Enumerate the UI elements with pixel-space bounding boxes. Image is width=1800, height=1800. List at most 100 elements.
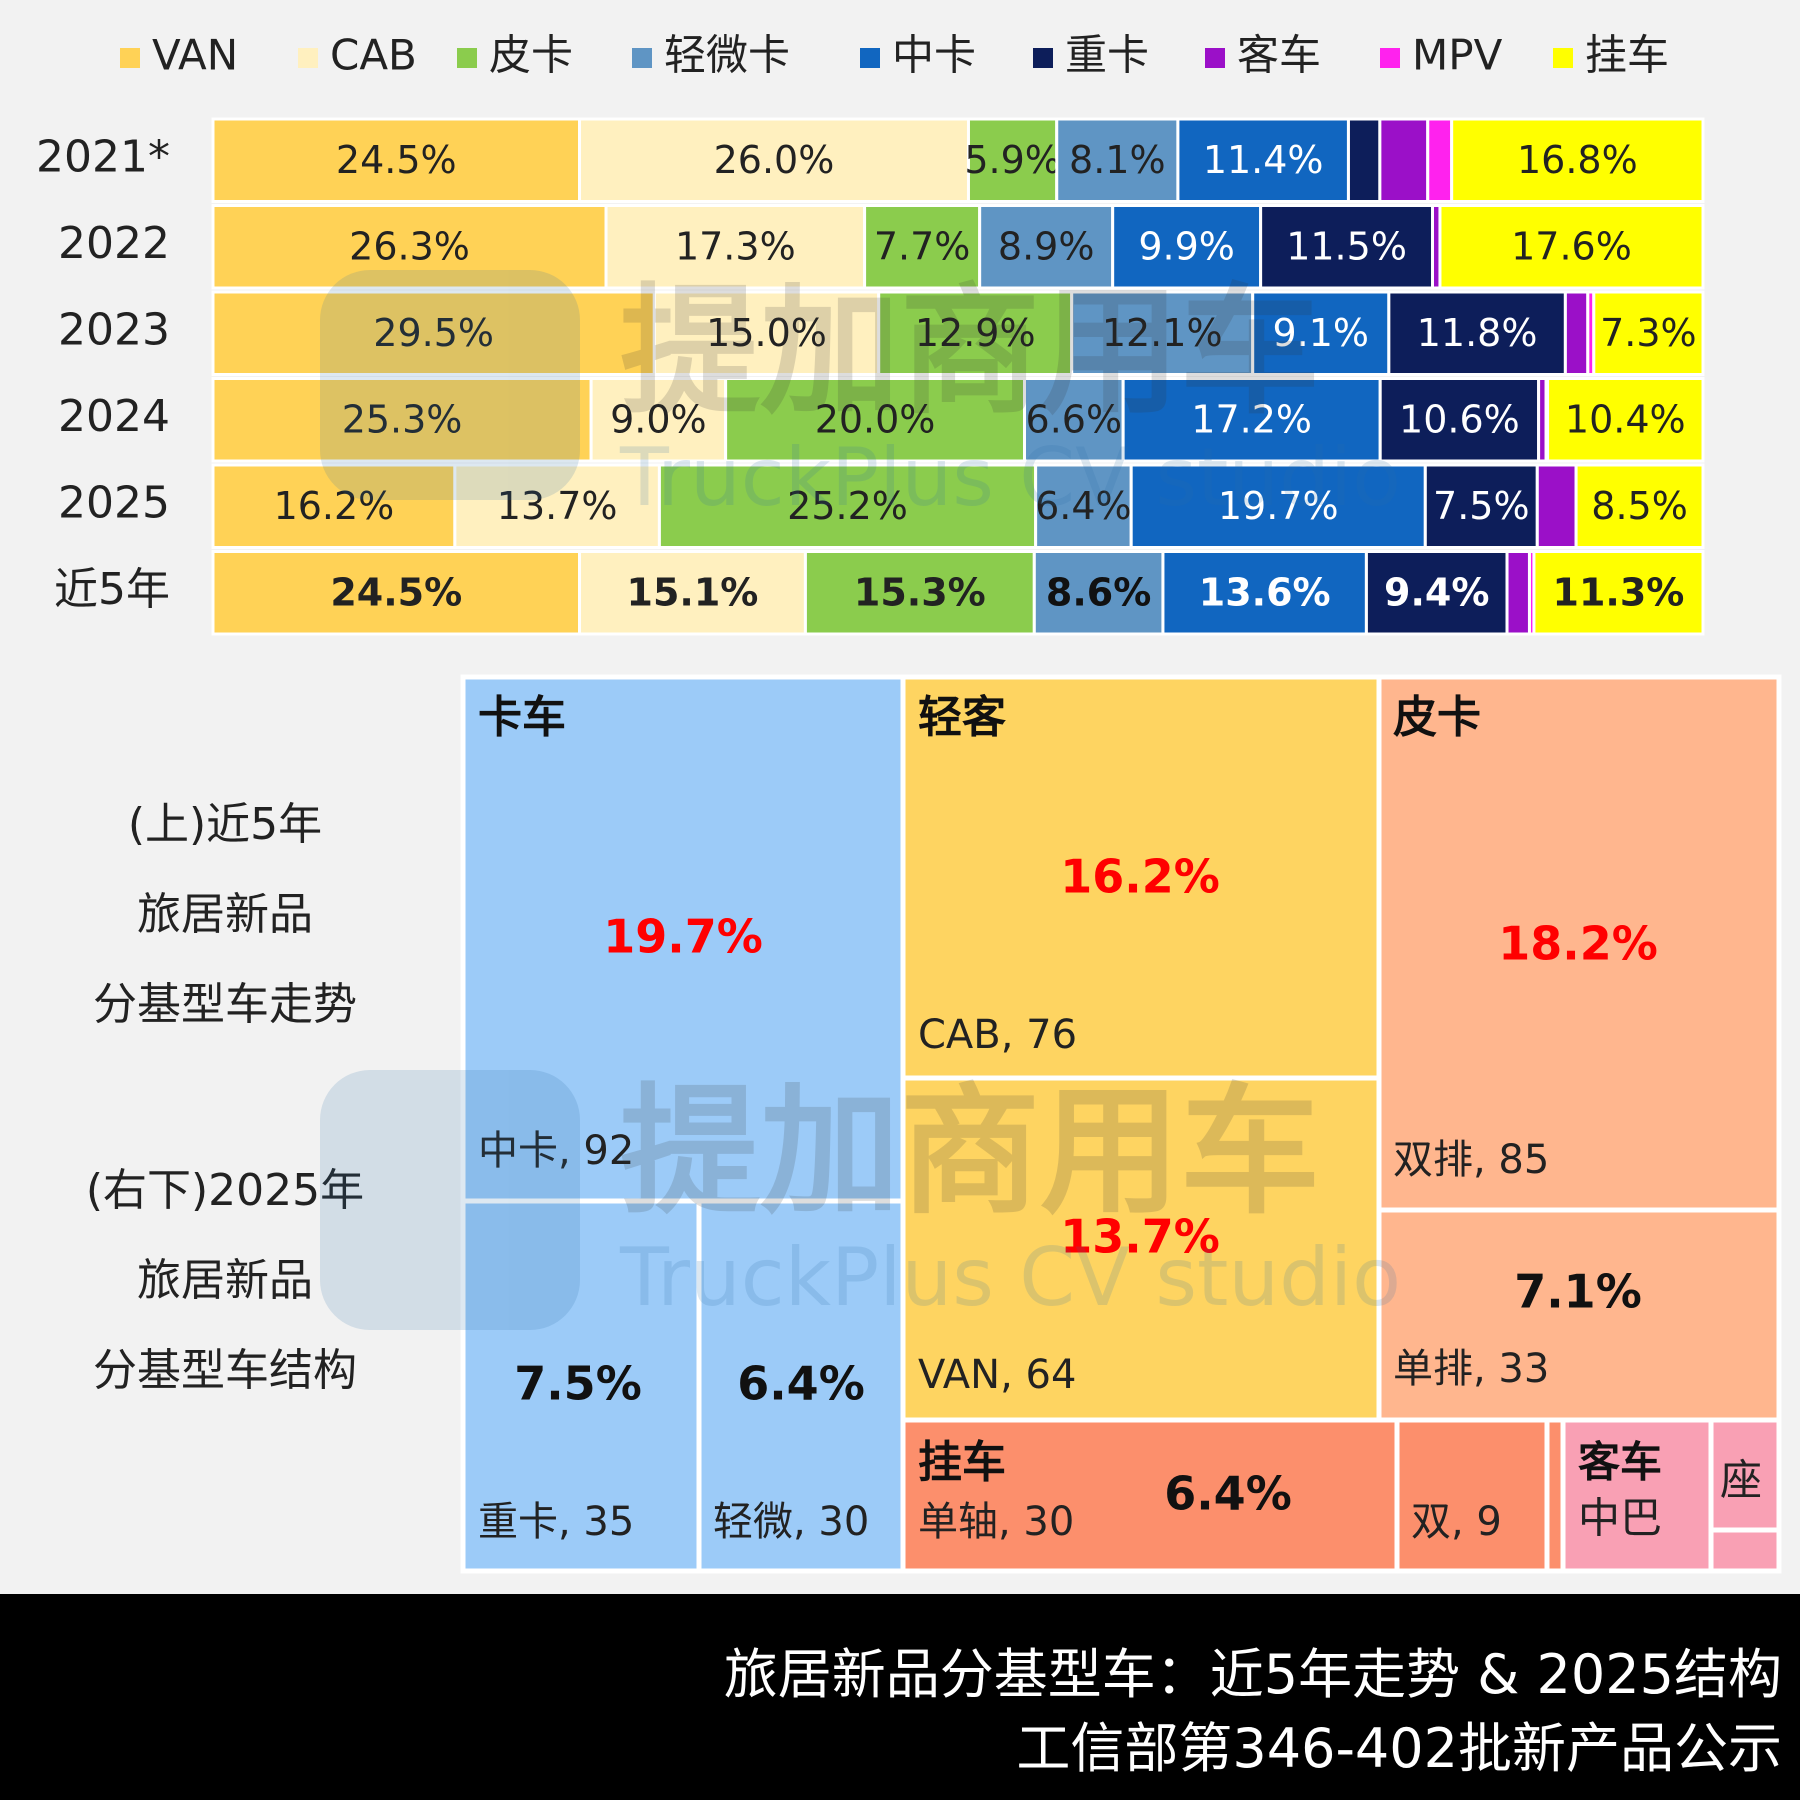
- legend-label: MPV: [1412, 31, 1503, 80]
- bar-data-label: 17.3%: [675, 224, 796, 268]
- treemap-pct-label: 18.2%: [1498, 917, 1658, 971]
- bar-data-label: 13.7%: [497, 484, 618, 528]
- side-caption-bottom-line: (右下)2025年: [85, 1165, 365, 1216]
- legend-label: 轻微卡: [664, 31, 790, 80]
- bar-segment: [652, 290, 881, 376]
- bar-segment: [604, 204, 867, 290]
- side-caption-top-line: 分基型车走势: [93, 979, 357, 1030]
- bar-data-label: 6.4%: [1035, 484, 1132, 528]
- bar-data-label: 26.0%: [714, 138, 835, 182]
- treemap-cell: [1376, 1207, 1782, 1423]
- treemap-leaf-label: 单轴, 30: [918, 1499, 1074, 1545]
- bar-data-label: 8.5%: [1591, 484, 1688, 528]
- treemap-pct-label: 7.5%: [514, 1357, 642, 1411]
- category-label: 2025: [58, 477, 170, 528]
- bar-segment: [657, 463, 1038, 549]
- legend-swatch: [1553, 48, 1573, 68]
- bar-data-label: 11.5%: [1286, 224, 1407, 268]
- legend-label: 重卡: [1065, 31, 1149, 80]
- category-label: 2024: [58, 391, 170, 442]
- legend-label: 挂车: [1585, 31, 1669, 80]
- treemap-pct-label: 6.4%: [737, 1357, 865, 1411]
- treemap-pct-label: 6.4%: [1164, 1467, 1292, 1521]
- bar-data-label: 24.5%: [336, 138, 457, 182]
- bar-data-label: 8.1%: [1069, 138, 1166, 182]
- treemap-leaf-label: 双排, 85: [1393, 1137, 1549, 1183]
- bar-data-label: 13.6%: [1199, 570, 1331, 614]
- bar-segment: [1505, 550, 1531, 636]
- category-label: 2022: [58, 218, 170, 269]
- treemap-group-label: 挂车: [918, 1437, 1006, 1488]
- bar-segment: [1364, 550, 1509, 636]
- bar-segment: [1423, 463, 1539, 549]
- bar-data-label: 8.6%: [1046, 570, 1151, 614]
- bar-data-label: 5.9%: [964, 138, 1061, 182]
- treemap-cell: [900, 1417, 1400, 1574]
- side-caption-bottom: (右下)2025年 旅居新品 分基型车结构: [40, 1146, 410, 1416]
- bar-segment: [1574, 463, 1705, 549]
- legend-label: 皮卡: [489, 31, 573, 80]
- bar-data-label: 8.9%: [998, 224, 1095, 268]
- bar-data-label: 19.7%: [1218, 484, 1339, 528]
- bar-segment: [211, 550, 582, 636]
- legend-swatch: [1380, 48, 1400, 68]
- legend-label: VAN: [152, 31, 238, 80]
- bar-data-label: 11.4%: [1203, 138, 1324, 182]
- bar-segment: [1387, 290, 1567, 376]
- legend-swatch: [457, 48, 477, 68]
- category-label: 2021*: [36, 131, 170, 182]
- treemap-group-label: 客车: [1578, 1438, 1662, 1487]
- bar-data-label: 25.2%: [787, 484, 908, 528]
- treemap-cell: [1708, 1527, 1782, 1574]
- bar-segment: [1023, 377, 1125, 463]
- legend-swatch: [1033, 48, 1053, 68]
- bar-segment: [211, 204, 608, 290]
- bar-data-label: 15.0%: [706, 311, 827, 355]
- bar-data-label: 9.1%: [1273, 311, 1370, 355]
- bar-segment: [1161, 550, 1368, 636]
- treemap-group-label: 卡车: [478, 692, 566, 743]
- side-caption-top-line: (上)近5年: [127, 799, 323, 850]
- bar-segment: [1378, 377, 1541, 463]
- bar-data-label: 11.3%: [1553, 570, 1685, 614]
- bar-segment: [1032, 550, 1165, 636]
- treemap-leaf-label: 轻微, 30: [713, 1499, 869, 1545]
- bar-data-label: 7.5%: [1433, 484, 1530, 528]
- bar-segment: [1546, 377, 1705, 463]
- treemap-leaf-label: CAB, 76: [918, 1012, 1077, 1058]
- bar-data-label: 9.0%: [610, 397, 707, 441]
- bar-segment: [1592, 290, 1705, 376]
- footer-source: 工信部第346-402批新产品公示: [1016, 1717, 1782, 1780]
- category-label: 2023: [58, 304, 170, 355]
- treemap-group-label: 皮卡: [1393, 692, 1481, 743]
- bar-data-label: 12.9%: [915, 311, 1036, 355]
- treemap-cell: [1708, 1417, 1782, 1533]
- side-caption-top: (上)近5年 旅居新品 分基型车走势: [40, 780, 410, 1050]
- treemap-leaf-label: VAN, 64: [918, 1352, 1076, 1398]
- treemap-leaf-label: 中卡, 92: [478, 1128, 634, 1174]
- bar-segment: [803, 550, 1036, 636]
- treemap-cell: [696, 1198, 906, 1574]
- bar-data-label: 15.1%: [627, 570, 759, 614]
- category-label: 近5年: [54, 564, 170, 615]
- treemap-pct-label: 7.1%: [1514, 1265, 1642, 1319]
- bar-data-label: 29.5%: [373, 311, 494, 355]
- bar-segment: [1426, 117, 1454, 203]
- bar-segment: [1070, 290, 1255, 376]
- bar-segment: [1259, 204, 1434, 290]
- treemap-pct-label: 16.2%: [1060, 850, 1220, 904]
- bar-segment: [1535, 463, 1578, 549]
- treemap-cell: [1394, 1417, 1550, 1574]
- bar-data-label: 16.8%: [1517, 138, 1638, 182]
- bar-segment: [724, 377, 1027, 463]
- treemap-group-label: 轻客: [918, 692, 1006, 743]
- treemap-leaf-label: 中巴: [1578, 1494, 1662, 1543]
- bar-segment: [211, 377, 593, 463]
- bar-data-label: 25.3%: [342, 397, 463, 441]
- bar-data-label: 9.4%: [1384, 570, 1489, 614]
- side-caption-bottom-line: 旅居新品: [137, 1255, 313, 1306]
- legend-swatch: [632, 48, 652, 68]
- bar-segment: [1251, 290, 1391, 376]
- legend-label: 中卡: [892, 31, 976, 80]
